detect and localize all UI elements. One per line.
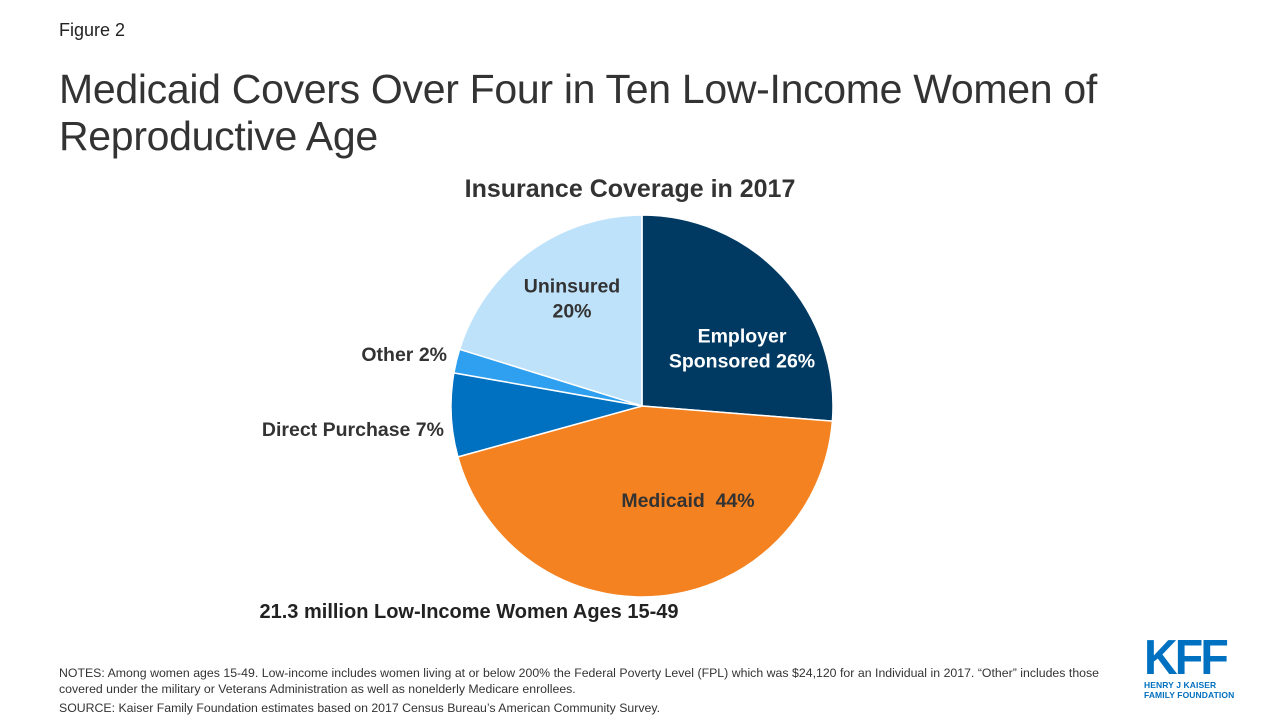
pie-slice-uninsured [458, 214, 643, 408]
pie-slice-employer-sponsored [641, 214, 834, 422]
page-title: Medicaid Covers Over Four in Ten Low-Inc… [59, 66, 1097, 159]
source-text: SOURCE: Kaiser Family Foundation estimat… [59, 701, 660, 715]
slice-label-employer-sponsored-line-1: Employer [698, 326, 787, 348]
chart-footnote: 21.3 million Low-Income Women Ages 15-49 [259, 601, 679, 623]
slice-label-direct-purchase: Direct Purchase 7% [262, 419, 444, 441]
logo-mark: KFF [1144, 631, 1229, 685]
pie-slice-medicaid [456, 405, 834, 598]
slice-label-medicaid: Medicaid 44% [621, 490, 754, 512]
logo-line-2: FAMILY FOUNDATION [1144, 690, 1235, 700]
slice-label-other: Other 2% [361, 344, 447, 366]
kff-logo: KFF HENRY J KAISER FAMILY FOUNDATION [1144, 631, 1240, 701]
slice-label-uninsured-line-1: Uninsured [524, 276, 620, 298]
chart-title: Insurance Coverage in 2017 [464, 175, 796, 203]
slice-label-employer-sponsored-line-2: Sponsored 26% [669, 351, 815, 373]
notes-text: NOTES: Among women ages 15-49. Low-incom… [59, 666, 1099, 696]
logo-line-1: HENRY J KAISER [1144, 680, 1217, 690]
slice-label-uninsured-line-2: 20% [552, 301, 591, 323]
figure-label: Figure 2 [59, 20, 126, 40]
